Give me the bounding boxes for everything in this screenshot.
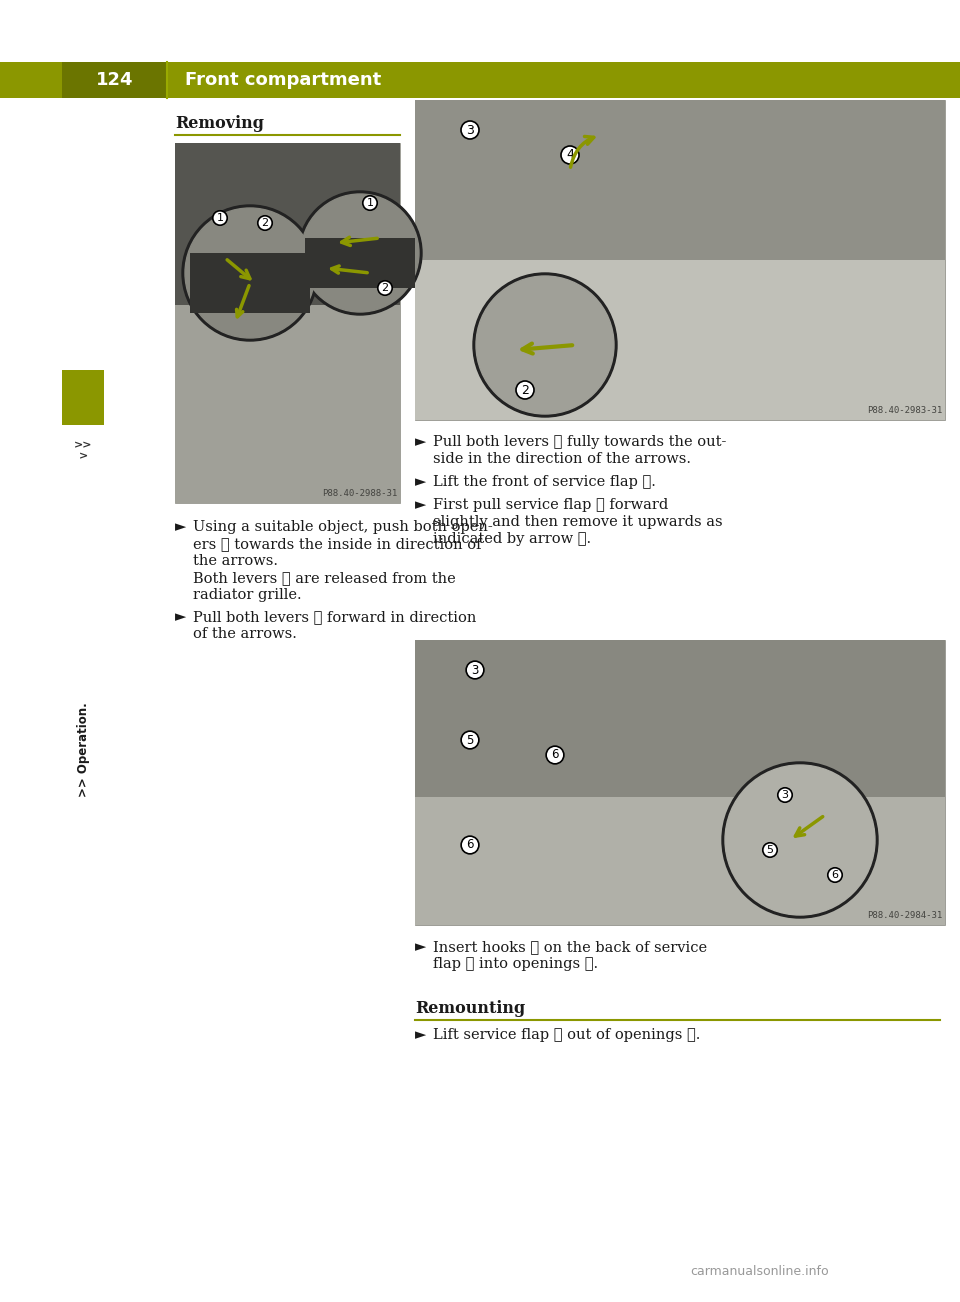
Text: 3: 3 (471, 664, 479, 677)
Text: >> Operation.: >> Operation. (77, 703, 89, 797)
FancyBboxPatch shape (305, 238, 415, 288)
Text: ►: ► (415, 475, 426, 490)
Text: Both levers ② are released from the: Both levers ② are released from the (193, 572, 456, 585)
Text: of the arrows.: of the arrows. (193, 628, 297, 641)
Text: >>
>: >> > (74, 440, 92, 462)
Text: 3: 3 (466, 124, 474, 137)
Text: radiator grille.: radiator grille. (193, 589, 301, 602)
Text: carmanualsonline.info: carmanualsonline.info (690, 1266, 828, 1279)
Text: 6: 6 (831, 870, 838, 880)
Circle shape (301, 194, 419, 312)
FancyBboxPatch shape (415, 641, 945, 924)
Text: Insert hooks ⑤ on the back of service: Insert hooks ⑤ on the back of service (433, 940, 708, 954)
Text: ►: ► (415, 940, 426, 954)
Text: Removing: Removing (175, 115, 264, 132)
FancyBboxPatch shape (415, 641, 945, 797)
Text: 2: 2 (381, 283, 389, 293)
Text: P88.40-2988-31: P88.40-2988-31 (322, 490, 397, 497)
Text: 5: 5 (467, 733, 473, 746)
Text: ►: ► (415, 497, 426, 512)
Text: 2: 2 (261, 217, 269, 228)
Text: Pull both levers ② forward in direction: Pull both levers ② forward in direction (193, 611, 476, 624)
Text: Front compartment: Front compartment (185, 72, 381, 89)
Text: Pull both levers ② fully towards the out-: Pull both levers ② fully towards the out… (433, 435, 727, 449)
Circle shape (298, 191, 422, 315)
Circle shape (476, 276, 614, 414)
FancyBboxPatch shape (415, 797, 945, 924)
Text: slightly and then remove it upwards as: slightly and then remove it upwards as (433, 516, 723, 529)
Text: P88.40-2984-31: P88.40-2984-31 (867, 911, 942, 921)
FancyBboxPatch shape (0, 62, 960, 98)
Text: Lift service flap ③ out of openings ⑥.: Lift service flap ③ out of openings ⑥. (433, 1029, 701, 1042)
FancyBboxPatch shape (415, 100, 945, 260)
Circle shape (725, 766, 875, 915)
Text: 3: 3 (781, 790, 788, 799)
Text: Remounting: Remounting (415, 1000, 525, 1017)
Text: 5: 5 (766, 845, 774, 855)
Text: ►: ► (175, 519, 186, 534)
Text: First pull service flap ③ forward: First pull service flap ③ forward (433, 497, 668, 512)
FancyBboxPatch shape (62, 62, 167, 98)
Text: side in the direction of the arrows.: side in the direction of the arrows. (433, 452, 691, 466)
Text: P88.40-2983-31: P88.40-2983-31 (867, 406, 942, 415)
Text: 124: 124 (96, 72, 133, 89)
Text: 1: 1 (367, 198, 373, 208)
Circle shape (182, 204, 318, 341)
Text: Using a suitable object, push both open-: Using a suitable object, push both open- (193, 519, 492, 534)
Text: ►: ► (415, 435, 426, 449)
FancyBboxPatch shape (175, 143, 400, 503)
Text: 6: 6 (467, 838, 473, 852)
Circle shape (722, 762, 878, 918)
Text: flap ③ into openings ⑥.: flap ③ into openings ⑥. (433, 957, 598, 971)
Text: Lift the front of service flap ③.: Lift the front of service flap ③. (433, 475, 656, 490)
Text: the arrows.: the arrows. (193, 553, 278, 568)
Text: 2: 2 (521, 384, 529, 397)
FancyBboxPatch shape (415, 100, 945, 421)
FancyBboxPatch shape (175, 305, 400, 503)
Text: ►: ► (175, 611, 186, 624)
Text: 1: 1 (217, 214, 224, 223)
Circle shape (473, 273, 617, 417)
FancyBboxPatch shape (62, 370, 104, 424)
Text: 6: 6 (551, 749, 559, 762)
Text: 4: 4 (566, 148, 574, 161)
FancyBboxPatch shape (415, 260, 945, 421)
FancyBboxPatch shape (175, 143, 400, 305)
Text: indicated by arrow ④.: indicated by arrow ④. (433, 533, 591, 546)
Text: ers ① towards the inside in direction of: ers ① towards the inside in direction of (193, 536, 482, 551)
FancyBboxPatch shape (190, 253, 310, 312)
Text: ►: ► (415, 1029, 426, 1042)
Circle shape (185, 208, 315, 339)
